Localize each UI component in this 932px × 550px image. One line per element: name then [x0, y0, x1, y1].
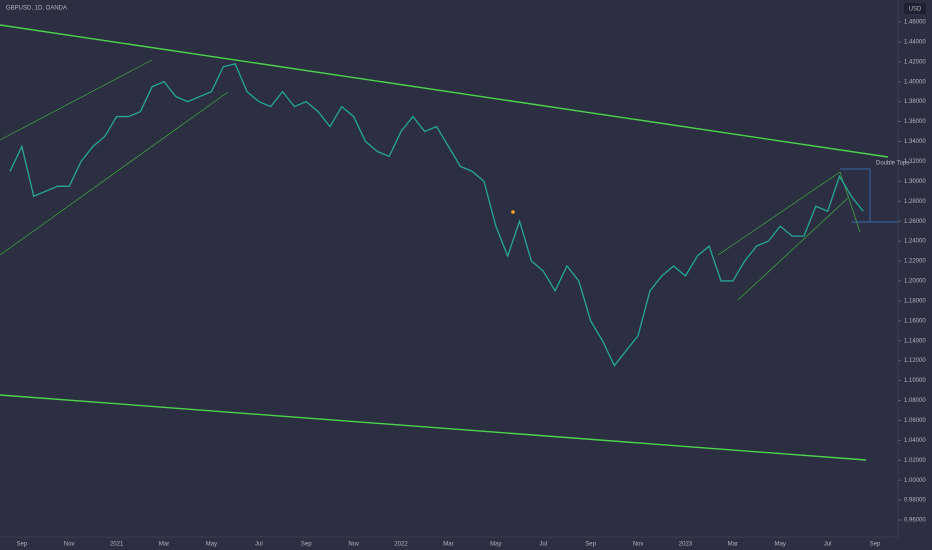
- currency-box: [904, 3, 926, 14]
- x-tick-label: 2021: [110, 542, 124, 548]
- x-tick-label: Nov: [64, 542, 75, 548]
- y-tick-label: 1.24000: [904, 239, 926, 245]
- trendline: [0, 394, 867, 461]
- x-tick-label: Jul: [255, 542, 263, 548]
- x-tick-label: Nov: [348, 542, 359, 548]
- y-tick-label: 0.98000: [904, 498, 926, 504]
- y-tick-label: 1.08000: [904, 398, 926, 404]
- y-tick-label: 1.06000: [904, 418, 926, 424]
- annotation: Double Tops: [876, 161, 909, 167]
- x-tick-label: May: [206, 542, 217, 548]
- y-tick-label: 1.10000: [904, 378, 926, 384]
- y-tick-label: 1.46000: [904, 19, 926, 25]
- y-tick-label: 1.36000: [904, 119, 926, 125]
- y-tick-label: 1.34000: [904, 139, 926, 145]
- y-tick-label: 1.32000: [904, 159, 926, 165]
- chart-title: GBPUSD, 1D, OANDA: [6, 6, 67, 12]
- price-line: [9, 62, 864, 367]
- x-tick-label: May: [490, 542, 501, 548]
- x-tick-label: Mar: [728, 542, 738, 548]
- channel-line: [0, 91, 229, 256]
- y-tick-label: 1.16000: [904, 318, 926, 324]
- x-tick-label: 2022: [394, 542, 408, 548]
- y-tick-label: 1.40000: [904, 79, 926, 85]
- x-tick-label: Nov: [633, 542, 644, 548]
- y-tick-label: 1.14000: [904, 338, 926, 344]
- marker: [511, 210, 515, 214]
- y-tick-label: 1.00000: [904, 478, 926, 484]
- currency-label: USD: [909, 7, 922, 13]
- x-tick-label: May: [775, 542, 786, 548]
- y-tick-label: 1.30000: [904, 179, 926, 185]
- y-tick-label: 1.02000: [904, 458, 926, 464]
- x-tick-label: Sep: [870, 542, 881, 548]
- x-tick-label: 2023: [679, 542, 693, 548]
- y-tick-label: 1.42000: [904, 59, 926, 65]
- y-tick-label: 1.22000: [904, 259, 926, 265]
- x-tick-label: Mar: [159, 542, 169, 548]
- x-tick-label: Jul: [824, 542, 832, 548]
- x-tick-label: Sep: [17, 542, 28, 548]
- channel-line: [0, 59, 153, 141]
- x-tick-label: Mar: [443, 542, 453, 548]
- x-tick-label: Sep: [585, 542, 596, 548]
- channel-line: [717, 171, 841, 256]
- y-tick-label: 1.18000: [904, 298, 926, 304]
- channel-line: [737, 197, 849, 301]
- y-tick-label: 1.04000: [904, 438, 926, 444]
- y-tick-label: 1.28000: [904, 199, 926, 205]
- y-tick-label: 1.12000: [904, 358, 926, 364]
- y-tick-label: 1.44000: [904, 39, 926, 45]
- y-tick-label: 1.26000: [904, 219, 926, 225]
- y-tick-label: 1.20000: [904, 279, 926, 285]
- x-tick-label: Sep: [301, 542, 312, 548]
- trendline: [0, 24, 889, 158]
- y-tick-label: 1.38000: [904, 99, 926, 105]
- y-tick-label: 0.96000: [904, 518, 926, 524]
- x-tick-label: Jul: [539, 542, 547, 548]
